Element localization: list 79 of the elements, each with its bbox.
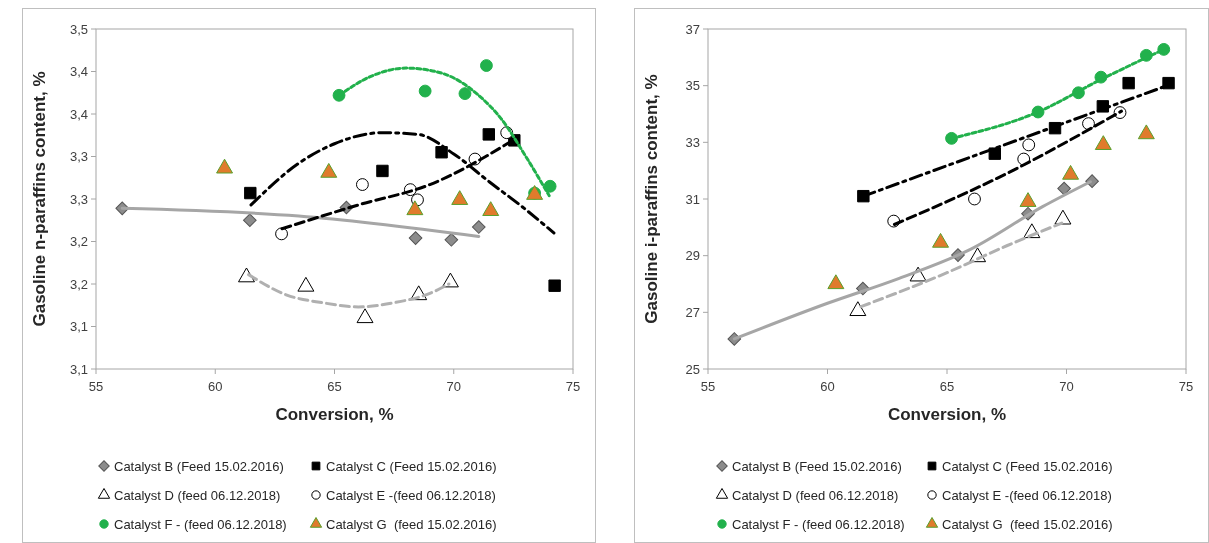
point xyxy=(408,231,423,245)
legend-label: Catalyst G (feed 15.02.2016) xyxy=(942,516,1113,532)
point xyxy=(376,164,389,178)
point xyxy=(471,220,486,234)
legend-label: Catalyst E -(feed 06.12.2018) xyxy=(942,487,1112,503)
legend-label: Catalyst C (Feed 15.02.2016) xyxy=(326,458,497,474)
y-axis-title: Gasoline n-paraffins content, % xyxy=(29,71,49,327)
x-tick-label: 55 xyxy=(88,379,104,394)
y-tick-label: 31 xyxy=(685,191,700,207)
legend-label: Catalyst D (feed 06.12.2018) xyxy=(114,487,281,503)
x-tick-label: 70 xyxy=(1059,379,1074,394)
legend-label: Catalyst F - (feed 06.12.2018) xyxy=(114,516,287,532)
y-tick-label: 29 xyxy=(685,248,700,264)
y-tick-label: 3,2 xyxy=(69,276,88,292)
y-tick-label: 3,1 xyxy=(69,361,88,377)
y-tick-label: 3,4 xyxy=(69,64,88,80)
point xyxy=(1157,42,1171,56)
legend-label: Catalyst C (Feed 15.02.2016) xyxy=(942,458,1113,474)
point xyxy=(418,84,432,98)
point xyxy=(482,128,496,141)
point xyxy=(1022,138,1036,152)
y-tick-label: 3,3 xyxy=(69,191,88,207)
x-axis-title: Conversion, % xyxy=(275,405,394,424)
point xyxy=(435,146,448,159)
point xyxy=(1019,192,1037,207)
x-tick-label: 65 xyxy=(939,379,955,394)
y-tick-label: 37 xyxy=(685,21,700,37)
point xyxy=(1137,124,1155,140)
y-tick-label: 3,1 xyxy=(69,319,88,335)
point xyxy=(1162,76,1175,90)
point xyxy=(356,308,374,324)
point xyxy=(1057,181,1071,196)
point xyxy=(548,279,561,292)
point xyxy=(1054,209,1072,225)
point xyxy=(243,213,257,228)
y-tick-label: 3,2 xyxy=(69,234,88,250)
legend-label: Catalyst F - (feed 06.12.2018) xyxy=(732,516,905,532)
x-tick-label: 60 xyxy=(208,379,223,394)
y-tick-label: 27 xyxy=(685,304,700,320)
point xyxy=(827,274,845,290)
point xyxy=(1082,117,1095,131)
x-tick-label: 75 xyxy=(1178,379,1194,394)
point xyxy=(458,87,472,101)
point xyxy=(406,200,424,216)
point xyxy=(543,179,557,193)
x-tick-label: 70 xyxy=(446,379,461,394)
point xyxy=(849,301,867,317)
point xyxy=(297,276,315,292)
point xyxy=(1094,135,1112,150)
legend-label: Catalyst B (Feed 15.02.2016) xyxy=(732,458,902,474)
legend-label: Catalyst B (Feed 15.02.2016) xyxy=(114,458,284,474)
y-tick-label: 3,5 xyxy=(69,21,88,37)
y-tick-label: 3,3 xyxy=(69,149,88,165)
x-tick-label: 75 xyxy=(565,379,581,394)
y-tick-label: 33 xyxy=(685,134,700,150)
legend-label: Catalyst G (feed 15.02.2016) xyxy=(326,516,497,532)
x-tick-label: 65 xyxy=(327,379,342,394)
point xyxy=(932,232,950,248)
y-axis-title: Gasoline i-paraffins content, % xyxy=(641,74,661,324)
x-tick-label: 55 xyxy=(700,379,716,394)
point xyxy=(355,178,369,191)
y-tick-label: 25 xyxy=(685,361,700,377)
point xyxy=(857,189,870,203)
x-tick-label: 60 xyxy=(820,379,835,394)
point xyxy=(244,186,257,200)
point xyxy=(480,59,493,72)
point xyxy=(275,227,288,241)
point xyxy=(444,232,459,247)
point xyxy=(451,190,469,205)
point xyxy=(988,147,1001,160)
point xyxy=(968,192,981,206)
legend-label: Catalyst E -(feed 06.12.2018) xyxy=(326,487,496,503)
y-tick-label: 3,4 xyxy=(69,106,88,122)
point xyxy=(482,201,500,216)
y-tick-label: 35 xyxy=(685,78,700,94)
point xyxy=(1062,164,1080,180)
legend-label: Catalyst D (feed 06.12.2018) xyxy=(732,487,899,503)
point xyxy=(1122,76,1135,90)
x-axis-title: Conversion, % xyxy=(887,405,1007,424)
